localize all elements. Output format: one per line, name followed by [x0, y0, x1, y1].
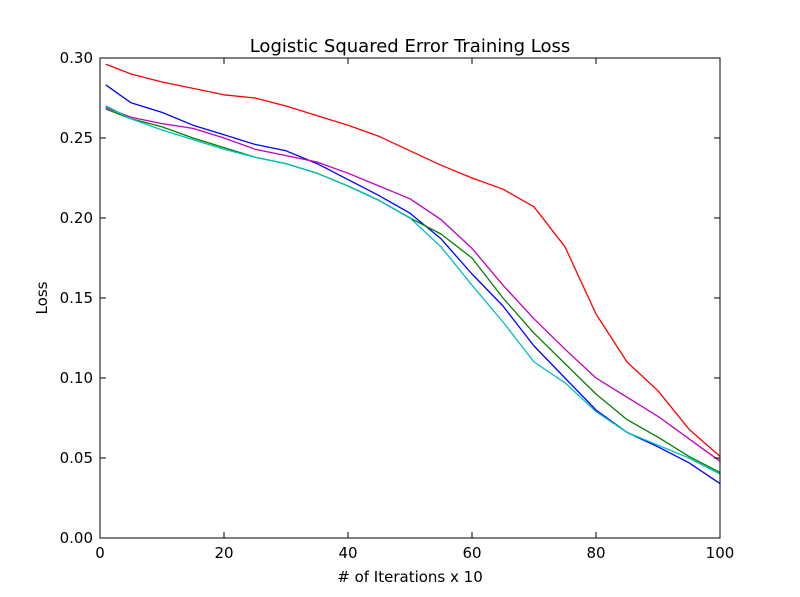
y-tick-label: 0.25: [60, 129, 93, 147]
y-tick-label: 0.10: [60, 369, 93, 387]
y-tick-label: 0.30: [60, 49, 93, 67]
y-axis-label: Loss: [33, 281, 51, 314]
loss-series-line-1: [105, 63, 721, 458]
x-tick-label: 20: [214, 544, 233, 562]
y-tick-label: 0.05: [60, 449, 93, 467]
loss-series-line-4: [105, 108, 721, 474]
x-tick-label: 80: [586, 544, 605, 562]
x-axis-label: # of Iterations x 10: [337, 568, 483, 586]
y-tick-label: 0.15: [60, 289, 93, 307]
chart-title: Logistic Squared Error Training Loss: [250, 36, 571, 57]
x-tick-label: 60: [462, 544, 481, 562]
series-layer: [105, 63, 721, 485]
loss-series-line-3: [105, 106, 721, 462]
tick-layer: 0 20 40 60 80 100 0.00 0.05 0.10 0.15 0.20 0.25 0.30: [60, 49, 735, 562]
x-tick-label: 40: [338, 544, 357, 562]
x-tick-label: 0: [95, 544, 105, 562]
loss-series-line-2: [105, 84, 721, 485]
y-tick-label: 0.00: [60, 529, 93, 547]
x-tick-label: 100: [706, 544, 735, 562]
plot-frame: [99, 57, 721, 539]
loss-series-line-5: [105, 105, 721, 475]
y-tick-label: 0.20: [60, 209, 93, 227]
